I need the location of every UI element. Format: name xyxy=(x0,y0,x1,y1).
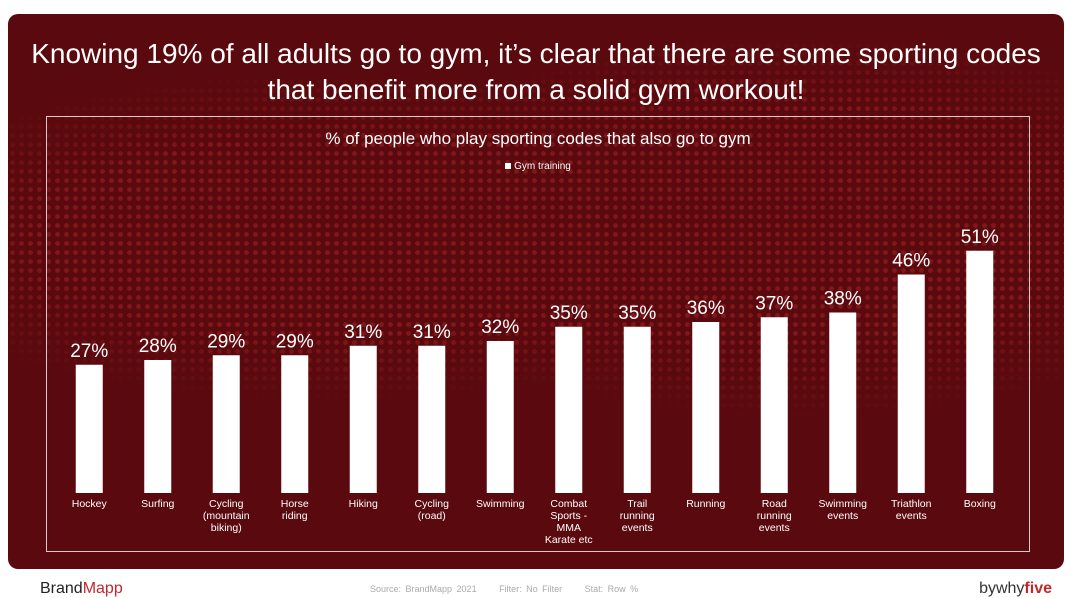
bar xyxy=(75,364,103,493)
bar xyxy=(555,326,583,493)
data-label: 29% xyxy=(276,331,314,352)
data-label: 36% xyxy=(687,298,725,319)
category-label: Cycling (mountain biking) xyxy=(203,498,250,534)
bar xyxy=(281,355,309,493)
data-label: 31% xyxy=(344,322,382,343)
category-label: Swimming xyxy=(476,498,525,510)
bar xyxy=(623,326,651,493)
category-label: Surfing xyxy=(141,498,174,510)
filter-text: Filter: No Filter xyxy=(499,584,563,594)
category-label: Hiking xyxy=(349,498,378,510)
data-label: 28% xyxy=(139,336,177,357)
bar xyxy=(144,360,172,493)
data-label: 38% xyxy=(824,289,862,310)
bar xyxy=(966,250,994,493)
category-label: Boxing xyxy=(964,498,996,510)
category-label: Combat Sports -MMA Karate etc xyxy=(545,498,593,546)
data-label: 32% xyxy=(481,317,519,338)
world-map-background xyxy=(8,14,1064,569)
chart-legend: Gym training xyxy=(47,161,1029,172)
data-label: 29% xyxy=(207,331,245,352)
slide: Knowing 19% of all adults go to gym, it’… xyxy=(8,14,1064,569)
stat-text: Stat: Row % xyxy=(584,584,639,594)
legend-swatch xyxy=(505,163,512,170)
bar-chart: 27% Hockey 28% Surfing 29% Cycling (mountain bi… xyxy=(70,227,999,546)
data-label: 37% xyxy=(755,293,793,314)
chart-title: % of people who play sporting codes that… xyxy=(325,129,751,148)
data-label: 31% xyxy=(413,322,451,343)
bar xyxy=(486,341,514,493)
headline: Knowing 19% of all adults go to gym, it’… xyxy=(31,38,1041,105)
category-label: Road running events xyxy=(757,498,792,534)
category-label: Hockey xyxy=(72,498,108,510)
data-label: 51% xyxy=(961,227,999,248)
legend-label: Gym training xyxy=(514,161,571,172)
source-text: Source: BrandMapp 2021 xyxy=(370,584,477,594)
bywhyfive-logo: bywhyfive xyxy=(979,580,1052,597)
brandmapp-logo: BrandMapp xyxy=(40,580,123,597)
category-label: Swimming events xyxy=(819,498,868,522)
bar xyxy=(212,355,240,493)
bar xyxy=(692,322,720,493)
source-info: Source: BrandMapp 2021 Filter: No Filter… xyxy=(370,584,656,594)
footer: BrandMapp Source: BrandMapp 2021 Filter:… xyxy=(0,572,1070,598)
data-label: 46% xyxy=(892,251,930,272)
data-label: 35% xyxy=(550,303,588,324)
category-label: Cycling (road) xyxy=(415,498,450,522)
data-label: 35% xyxy=(618,303,656,324)
category-label: Triathlon events xyxy=(891,498,932,522)
chart-frame: % of people who play sporting codes that… xyxy=(46,116,1030,552)
data-label: 27% xyxy=(70,341,108,362)
bar xyxy=(349,345,377,493)
bar xyxy=(418,345,446,493)
category-label: Trail running events xyxy=(620,498,655,534)
bar xyxy=(897,274,925,493)
category-label: Horse riding xyxy=(281,498,309,522)
bar xyxy=(760,317,788,493)
bar xyxy=(829,312,857,493)
category-label: Running xyxy=(686,498,725,510)
